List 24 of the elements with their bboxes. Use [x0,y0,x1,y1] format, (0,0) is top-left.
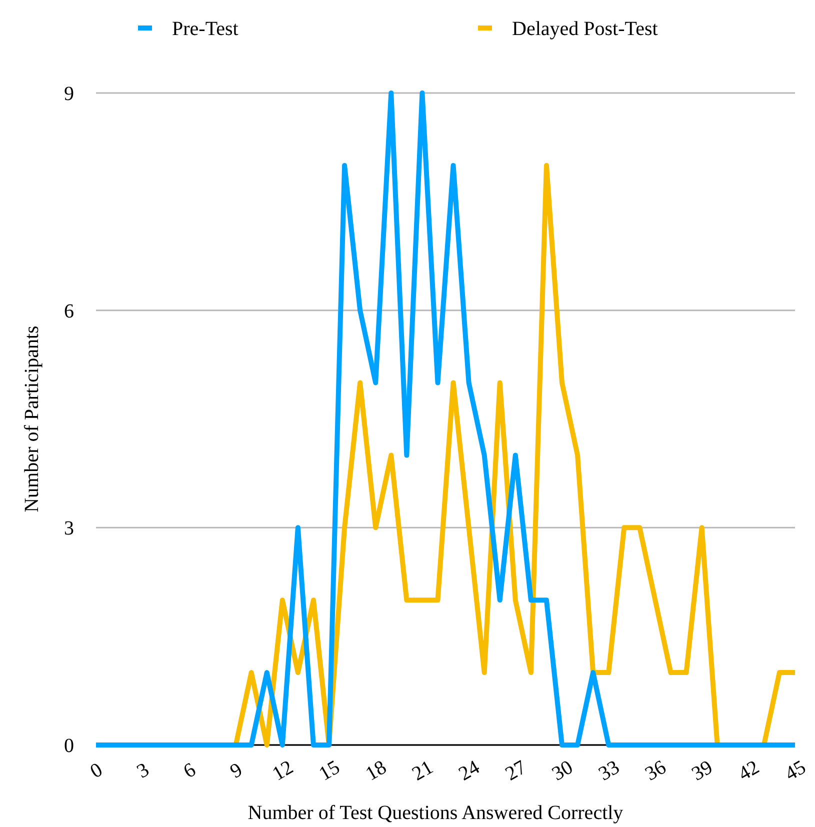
y-axis-title: Number of Participants [21,325,43,512]
y-tick-label: 0 [64,735,74,757]
x-axis-title: Number of Test Questions Answered Correctly [248,802,624,824]
x-tick-label: 3 [133,758,153,783]
y-tick-label: 9 [64,83,74,105]
x-tick-label: 18 [362,756,390,786]
x-tick-label: 30 [548,756,577,786]
y-tick-label: 6 [64,300,74,322]
y-tick-label: 3 [64,518,74,540]
x-tick-label: 39 [688,756,716,786]
x-tick-label: 33 [594,756,624,786]
legend-label: Pre-Test [172,18,239,40]
x-tick-label: 36 [642,756,670,786]
x-tick-label: 21 [408,756,437,786]
x-tick-label: 15 [315,756,344,786]
x-tick-label: 0 [86,758,106,783]
x-tick-label: 45 [781,756,810,786]
x-tick-label: 24 [455,756,484,786]
x-tick-label: 6 [180,758,200,783]
x-tick-label: 9 [226,758,246,783]
x-tick-label: 27 [502,756,530,786]
legend-label: Delayed Post-Test [512,18,658,40]
x-tick-label: 42 [734,756,764,786]
x-tick-label: 12 [268,756,298,786]
